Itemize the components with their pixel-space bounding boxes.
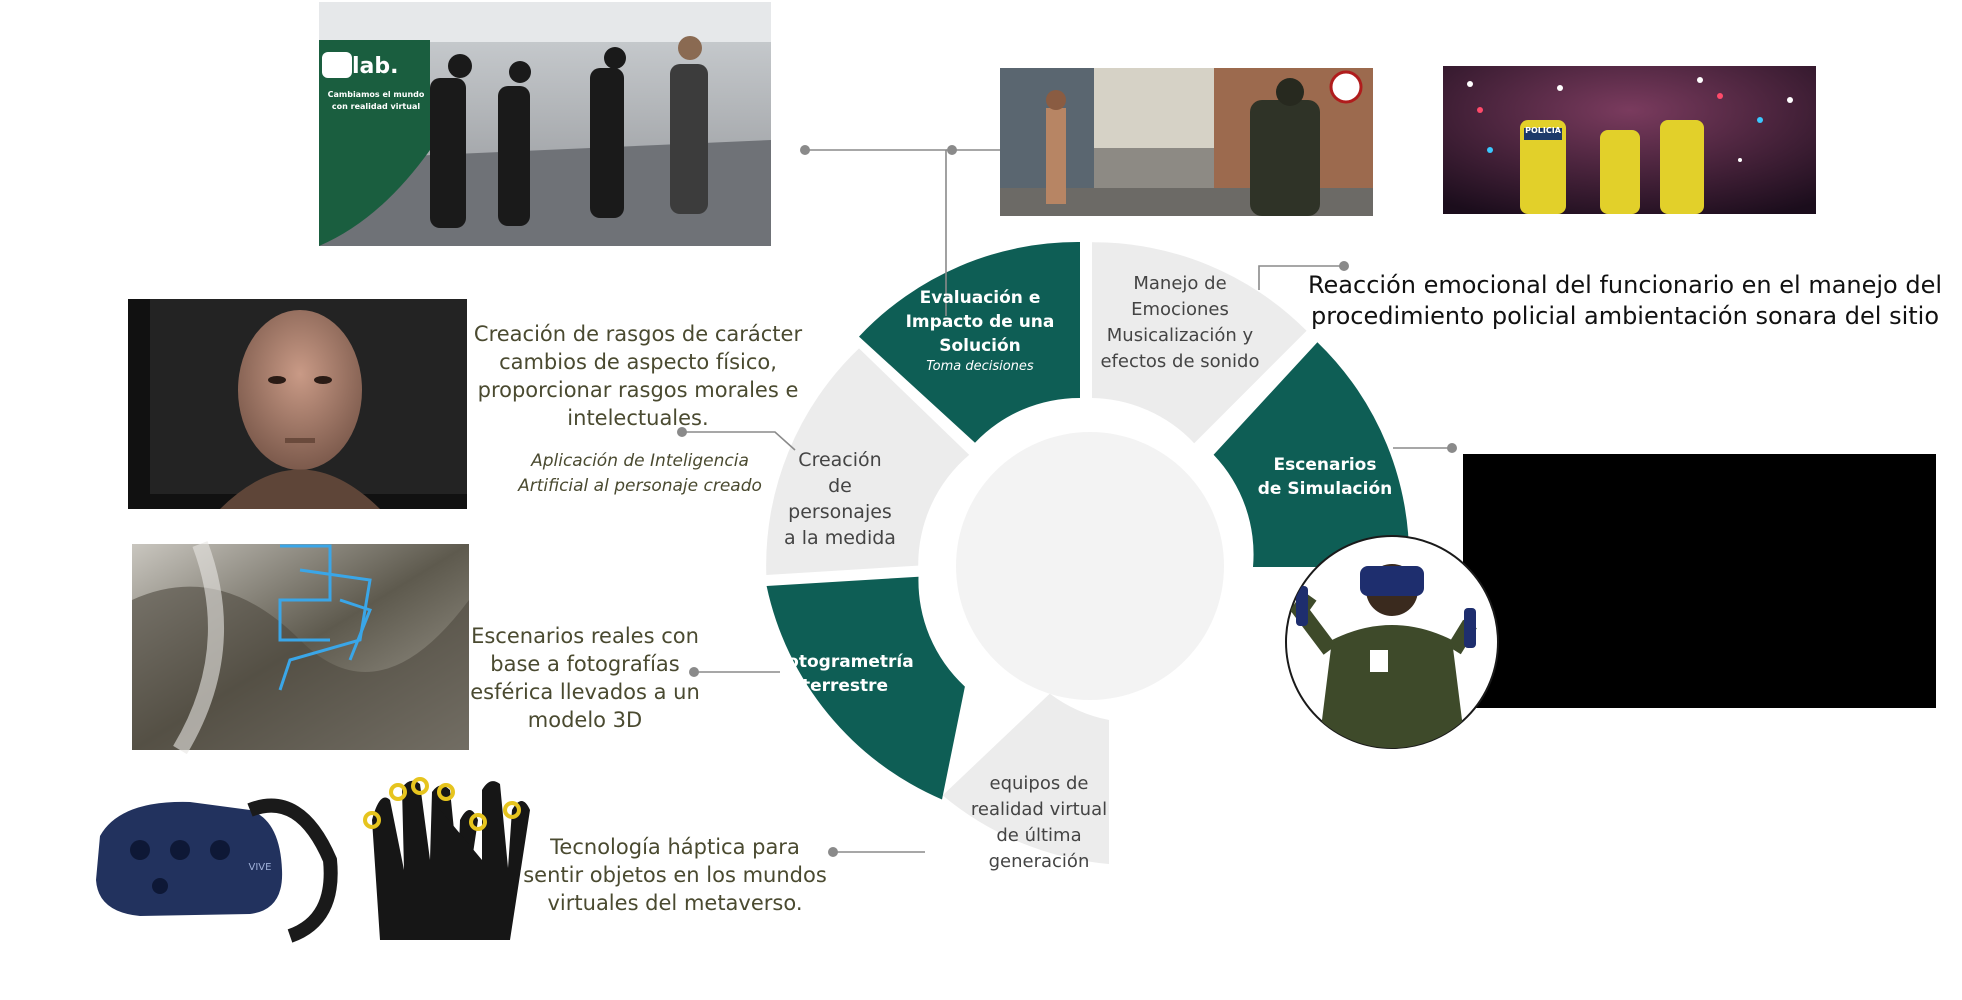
label-equipos: equipos de realidad virtual de última gener… [970, 773, 1108, 872]
label-manejo: Manejo de Emociones Musicalización y efecto… [1100, 273, 1260, 372]
annotation-reales: Escenarios reales con base a fotografías e… [470, 624, 700, 732]
black-panel [1463, 454, 1936, 708]
photo-club [1443, 66, 1816, 214]
connector-manejo [1258, 265, 1344, 290]
segment-manejo [1092, 242, 1307, 444]
label-creacion: Creación de personajes a la medida [784, 449, 896, 549]
badge-policia: POLICIA [1525, 126, 1561, 135]
badge-vive: VIVE [248, 862, 272, 873]
segment-fotogrametria [766, 576, 965, 800]
segment-evaluacion [859, 241, 1080, 443]
photo-vr-officer [1285, 535, 1499, 749]
vr-lab-line1: Cambiamos el mundo [327, 90, 425, 99]
label-escenarios: Escenarios de Simulación [1257, 455, 1393, 499]
annotation-haptica: Tecnología háptica para sentir objetos en… [523, 835, 827, 915]
photo-street [1000, 68, 1373, 216]
ring [766, 241, 1410, 864]
annotation-ia: Aplicación de Inteligencia Artificial al … [518, 451, 762, 496]
annotation-reaccion: Reacción emocional del funcionario en el… [1307, 271, 1943, 330]
label-evaluacion: Evaluación e Impacto de una Solución Toma … [880, 286, 1080, 376]
connector-dots [677, 145, 1457, 857]
connector-creacion [682, 431, 796, 451]
photo-mountains [132, 541, 469, 755]
photo-face [128, 299, 467, 509]
label-fotogrametria: Fotogrametría terrestre [776, 652, 914, 696]
photo-vr-lab [319, 2, 771, 246]
vr-lab-line2: con realidad virtual [331, 102, 421, 111]
segment-creacion [766, 348, 970, 575]
segment-escenarios [1213, 342, 1410, 567]
annotation-rasgos: Creación de rasgos de carácter cambios de… [473, 322, 803, 430]
photo-vr-gear [96, 777, 530, 943]
segment-equipos [942, 693, 1109, 864]
ring-center [956, 432, 1224, 700]
vr-lab-logo: lab. [352, 54, 399, 79]
connectors [682, 149, 1452, 853]
label-evaluacion-sub: Toma decisiones [926, 359, 1034, 374]
